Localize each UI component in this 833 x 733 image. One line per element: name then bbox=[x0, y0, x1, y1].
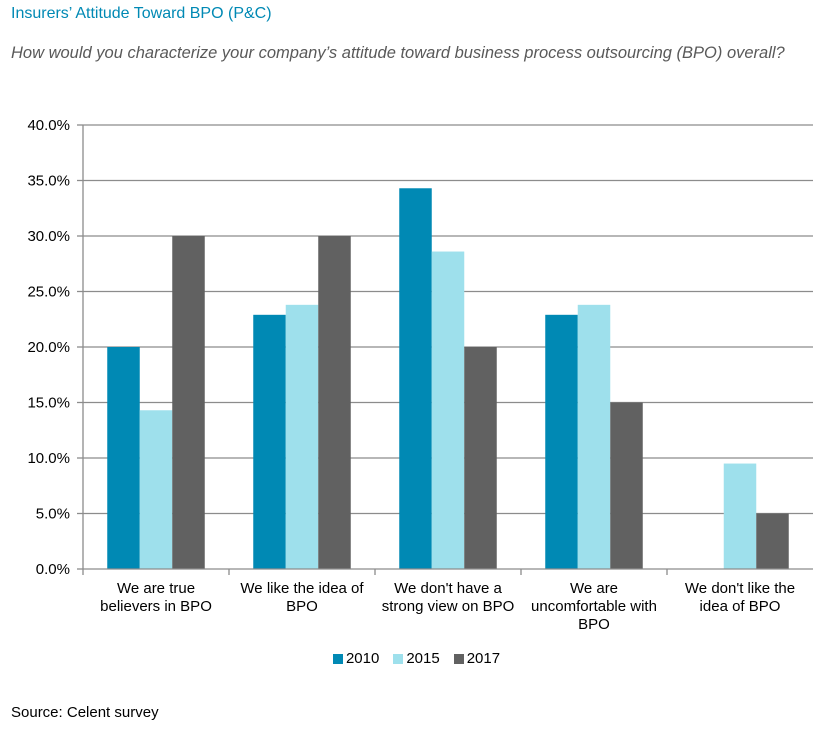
bar-2010 bbox=[399, 188, 432, 569]
bar-2015 bbox=[577, 304, 611, 569]
bar-2017 bbox=[318, 236, 351, 569]
bar-2015 bbox=[431, 251, 465, 570]
bar-2015 bbox=[723, 463, 757, 569]
bar-2010 bbox=[545, 314, 578, 569]
legend-item-2015: 2015 bbox=[393, 650, 440, 667]
category-label: We don't like the idea of BPO bbox=[685, 580, 795, 615]
y-tick-label: 10.0% bbox=[27, 450, 70, 467]
bar-2017 bbox=[464, 347, 497, 569]
y-tick-label: 25.0% bbox=[27, 284, 70, 301]
category-label: We are uncomfortable with BPO bbox=[531, 580, 657, 633]
bar-chart: 0.0% 5.0% 10.0% 15.0% 20.0% 25.0% 30.0% 35.0% 40… bbox=[27, 117, 813, 633]
legend-label: 2015 bbox=[406, 650, 440, 667]
category-label: We don't have a strong view on BPO bbox=[382, 580, 515, 615]
legend-item-2017: 2017 bbox=[453, 650, 501, 667]
y-tick-label: 5.0% bbox=[36, 506, 70, 523]
y-tick-label: 15.0% bbox=[27, 395, 70, 412]
y-tick-label: 20.0% bbox=[27, 339, 70, 356]
legend-item-2010: 2010 bbox=[332, 650, 380, 667]
bar-2017 bbox=[756, 513, 789, 569]
legend: 2010 2015 2017 bbox=[0, 650, 833, 667]
category-labels: We are true believers in BPO We like the i… bbox=[100, 580, 795, 633]
y-axis-ticks: 0.0% 5.0% 10.0% 15.0% 20.0% 25.0% 30.0% 35.0% 40… bbox=[27, 117, 83, 578]
bar-2017 bbox=[610, 402, 643, 569]
legend-swatch bbox=[453, 653, 464, 664]
y-tick-label: 0.0% bbox=[36, 561, 70, 578]
bar-2017 bbox=[172, 236, 205, 569]
axes bbox=[82, 125, 813, 575]
bar-2010 bbox=[107, 347, 140, 569]
chart-subtitle: How would you characterize your company’… bbox=[11, 44, 785, 62]
y-tick-label: 30.0% bbox=[27, 228, 70, 245]
chart-title: Insurers’ Attitude Toward BPO (P&C) bbox=[11, 5, 272, 22]
bar-2015 bbox=[285, 304, 319, 569]
legend-swatch bbox=[332, 653, 343, 664]
legend-label: 2010 bbox=[345, 650, 380, 667]
category-label: We are true believers in BPO bbox=[100, 580, 212, 615]
bars bbox=[107, 188, 789, 570]
legend-swatch bbox=[393, 653, 404, 664]
y-tick-label: 40.0% bbox=[27, 117, 70, 134]
bar-2015 bbox=[139, 410, 173, 569]
bar-2010 bbox=[253, 314, 286, 569]
source-note: Source: Celent survey bbox=[11, 704, 159, 721]
y-tick-label: 35.0% bbox=[27, 173, 70, 190]
category-label: We like the idea of BPO bbox=[240, 580, 364, 615]
legend-label: 2017 bbox=[466, 650, 501, 667]
